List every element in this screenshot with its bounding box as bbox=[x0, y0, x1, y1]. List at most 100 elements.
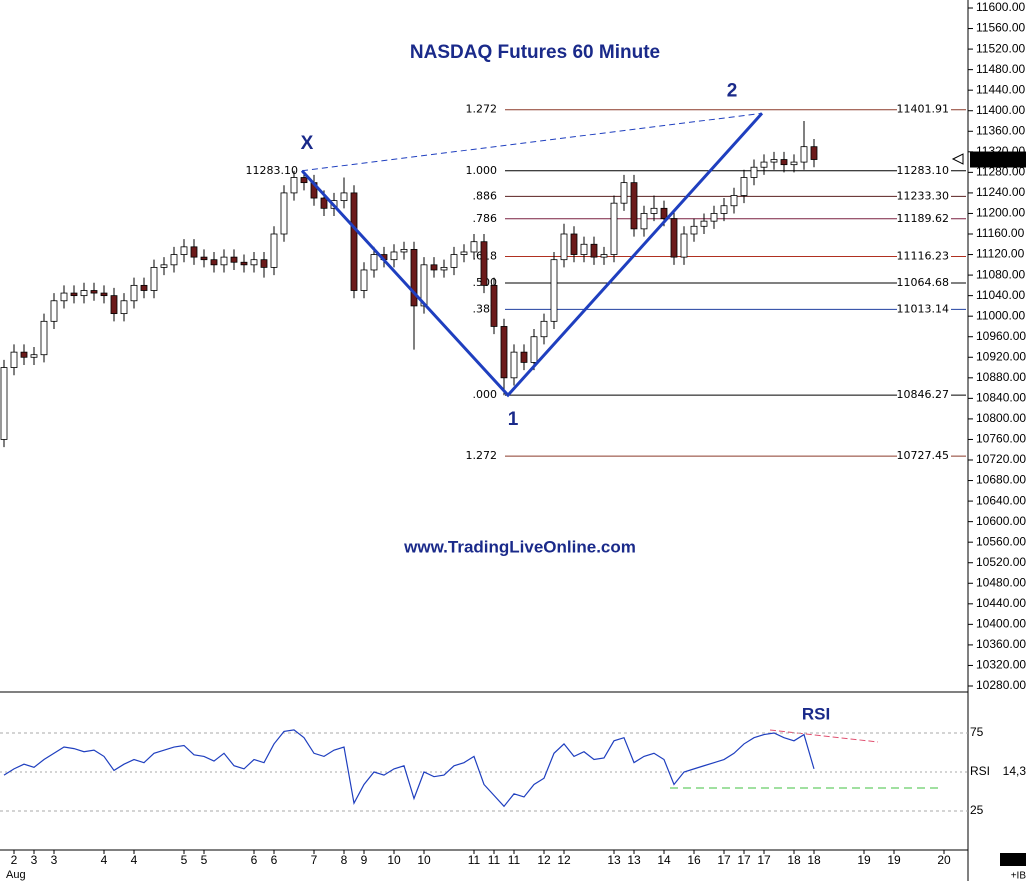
candle-body bbox=[120, 300, 128, 315]
fib-price-label: 11283.10 bbox=[897, 164, 950, 177]
x-tick-label: 11 bbox=[488, 853, 501, 867]
x-tick-label: 10 bbox=[417, 853, 431, 867]
y-tick-label: 10480.00 bbox=[976, 575, 1026, 589]
fib-label-bg bbox=[897, 276, 951, 289]
x-tick-label: 18 bbox=[787, 853, 801, 867]
candle-body bbox=[240, 261, 248, 266]
y-tick-label: 11360.00 bbox=[976, 123, 1025, 137]
candle-body bbox=[90, 290, 98, 294]
y-tick-label: 10280.00 bbox=[976, 678, 1026, 692]
y-tick-label: 11400.00 bbox=[976, 103, 1025, 117]
candle-body bbox=[470, 241, 478, 253]
x-tick-label: 5 bbox=[181, 853, 188, 867]
candle-body bbox=[490, 284, 498, 327]
candle-body bbox=[480, 241, 488, 286]
candle-body bbox=[410, 249, 418, 307]
fib-label-bg bbox=[897, 389, 951, 402]
pattern-point-label: 11283.10 bbox=[246, 164, 299, 177]
fib-price-label: 11064.68 bbox=[897, 276, 950, 289]
y-tick-label: 10520.00 bbox=[976, 555, 1026, 569]
x-tick-label: 2 bbox=[11, 853, 18, 867]
x-tick-label: 18 bbox=[807, 853, 821, 867]
candle-body bbox=[670, 218, 678, 258]
candle-body bbox=[660, 207, 668, 219]
candle-body bbox=[570, 233, 578, 255]
x-tick-label: 16 bbox=[687, 853, 701, 867]
last-price-label: 11305.00 bbox=[973, 152, 1022, 166]
candle-body bbox=[440, 266, 448, 271]
candle-body bbox=[110, 295, 118, 315]
fib-ratio-label: .000 bbox=[473, 388, 498, 401]
y-tick-label: 11160.00 bbox=[976, 226, 1025, 240]
price-pointer bbox=[951, 153, 964, 165]
fib-label-bg bbox=[897, 190, 951, 203]
fib-price-label: 11013.14 bbox=[897, 302, 950, 315]
pattern-point-name: X bbox=[301, 133, 314, 154]
fib-ratio-label: 1.272 bbox=[466, 449, 498, 462]
fib-ratio-bg bbox=[466, 103, 499, 116]
x-tick-label: 6 bbox=[271, 853, 278, 867]
fib-price-label: 11233.30 bbox=[897, 189, 950, 202]
candle-body bbox=[390, 251, 398, 261]
y-tick-label: 11520.00 bbox=[976, 41, 1025, 55]
candle-body bbox=[600, 254, 608, 258]
x-tick-label: 11 bbox=[468, 853, 481, 867]
candle-body bbox=[340, 192, 348, 202]
fib-ratio-label: 1.272 bbox=[466, 103, 498, 116]
candle-body bbox=[20, 351, 28, 358]
y-tick-label: 10880.00 bbox=[976, 370, 1026, 384]
pattern-point-name: 1 bbox=[508, 409, 519, 430]
fib-ratio-label: 1.000 bbox=[466, 164, 498, 177]
x-tick-label: 5 bbox=[201, 853, 208, 867]
candle-body bbox=[260, 259, 268, 268]
candle-body bbox=[0, 367, 8, 440]
candle-body bbox=[160, 264, 168, 268]
fib-ratio-label: .886 bbox=[473, 189, 498, 202]
candle-body bbox=[270, 233, 278, 268]
month-label: Aug bbox=[6, 869, 26, 881]
pattern-line bbox=[300, 112, 764, 398]
x-tick-label: 8 bbox=[341, 853, 348, 867]
fib-label-bg bbox=[897, 164, 951, 177]
candle-body bbox=[300, 177, 308, 184]
candle-body bbox=[360, 269, 368, 291]
fib-ratio-bg bbox=[466, 389, 499, 402]
y-tick-label: 10960.00 bbox=[976, 329, 1026, 343]
candle-body bbox=[320, 197, 328, 209]
candle-body bbox=[510, 351, 518, 379]
candle-body bbox=[630, 182, 638, 230]
candle-body bbox=[810, 146, 818, 160]
x-tick-label: 4 bbox=[101, 853, 108, 867]
fib-price-label: 11189.62 bbox=[897, 212, 950, 225]
candle-body bbox=[420, 264, 428, 307]
candle-body bbox=[150, 266, 158, 291]
x-tick-label: 7 bbox=[311, 853, 318, 867]
candle-body bbox=[460, 251, 468, 255]
candle-body bbox=[610, 202, 618, 255]
fib-label-bg bbox=[897, 250, 951, 263]
x-tick-label: 12 bbox=[537, 853, 551, 867]
x-tick-label: 13 bbox=[627, 853, 641, 867]
y-tick-label: 11560.00 bbox=[976, 21, 1025, 35]
candle-body bbox=[620, 182, 628, 204]
rsi-line bbox=[3, 729, 815, 808]
y-tick-label: 10600.00 bbox=[976, 514, 1026, 528]
y-tick-label: 11000.00 bbox=[976, 308, 1025, 322]
y-tick-label: 11440.00 bbox=[976, 82, 1025, 96]
y-tick-label: 10840.00 bbox=[976, 391, 1026, 405]
fib-label-bg bbox=[897, 303, 951, 316]
x-tick-label: 13 bbox=[607, 853, 621, 867]
x-tick-label: 3 bbox=[31, 853, 38, 867]
candle-body bbox=[430, 264, 438, 271]
y-tick-label: 10800.00 bbox=[976, 411, 1026, 425]
candle-body bbox=[710, 213, 718, 222]
candle-body bbox=[640, 213, 648, 230]
candle-body bbox=[40, 320, 48, 356]
x-tick-label: 17 bbox=[737, 853, 751, 867]
candle-body bbox=[180, 246, 188, 255]
candle-body bbox=[680, 233, 688, 258]
candle-body bbox=[30, 354, 38, 358]
candle-body bbox=[720, 205, 728, 214]
candle-body bbox=[520, 351, 528, 363]
